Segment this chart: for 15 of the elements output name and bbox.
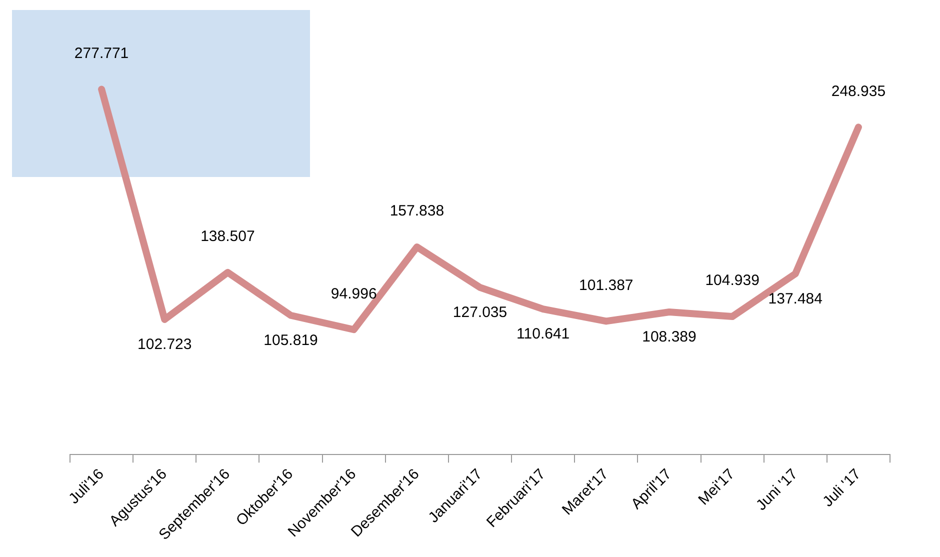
- data-label: 104.939: [705, 272, 760, 290]
- data-label: 102.723: [138, 336, 192, 354]
- data-label: 277.771: [74, 44, 129, 62]
- data-label: 94.996: [330, 285, 377, 302]
- data-label: 157.838: [390, 202, 444, 220]
- x-tick-label: Juni '17: [752, 466, 802, 514]
- data-label: 101.387: [579, 276, 634, 294]
- data-label: 110.641: [516, 326, 570, 343]
- x-tick-label: Juli '17: [820, 466, 864, 510]
- data-label: 127.035: [452, 304, 508, 322]
- data-label: 137.484: [768, 290, 822, 308]
- data-label: 105.819: [264, 332, 318, 350]
- data-label: 248.935: [831, 82, 886, 100]
- data-label: 108.389: [642, 328, 696, 346]
- data-label: 138.507: [200, 228, 255, 246]
